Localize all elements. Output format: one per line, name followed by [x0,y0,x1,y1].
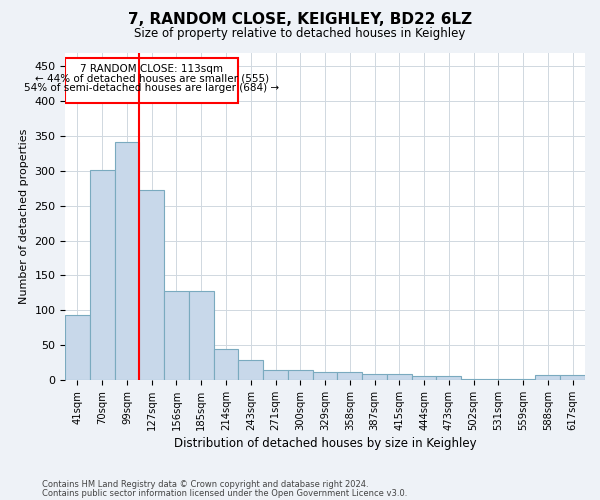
Bar [90,170,115,380]
Bar [65,315,90,380]
Bar [263,370,288,380]
Bar [214,348,238,380]
FancyBboxPatch shape [65,58,238,104]
Text: Contains public sector information licensed under the Open Government Licence v3: Contains public sector information licen… [42,488,407,498]
Text: 7, RANDOM CLOSE, KEIGHLEY, BD22 6LZ: 7, RANDOM CLOSE, KEIGHLEY, BD22 6LZ [128,12,472,28]
Bar [362,374,387,380]
Bar [461,378,486,380]
Bar [238,360,263,380]
Bar [189,291,214,380]
Y-axis label: Number of detached properties: Number of detached properties [19,128,29,304]
Bar [412,376,436,380]
Bar [486,378,511,380]
Bar [560,375,585,380]
Bar [337,372,362,380]
Bar [313,372,337,380]
X-axis label: Distribution of detached houses by size in Keighley: Distribution of detached houses by size … [174,437,476,450]
Bar [387,374,412,380]
Bar [436,376,461,380]
Bar [164,291,189,380]
Text: 54% of semi-detached houses are larger (684) →: 54% of semi-detached houses are larger (… [24,83,279,93]
Bar [115,142,139,380]
Text: ← 44% of detached houses are smaller (555): ← 44% of detached houses are smaller (55… [35,74,269,84]
Text: Contains HM Land Registry data © Crown copyright and database right 2024.: Contains HM Land Registry data © Crown c… [42,480,368,489]
Bar [139,190,164,380]
Text: 7 RANDOM CLOSE: 113sqm: 7 RANDOM CLOSE: 113sqm [80,64,223,74]
Bar [535,375,560,380]
Text: Size of property relative to detached houses in Keighley: Size of property relative to detached ho… [134,28,466,40]
Bar [288,370,313,380]
